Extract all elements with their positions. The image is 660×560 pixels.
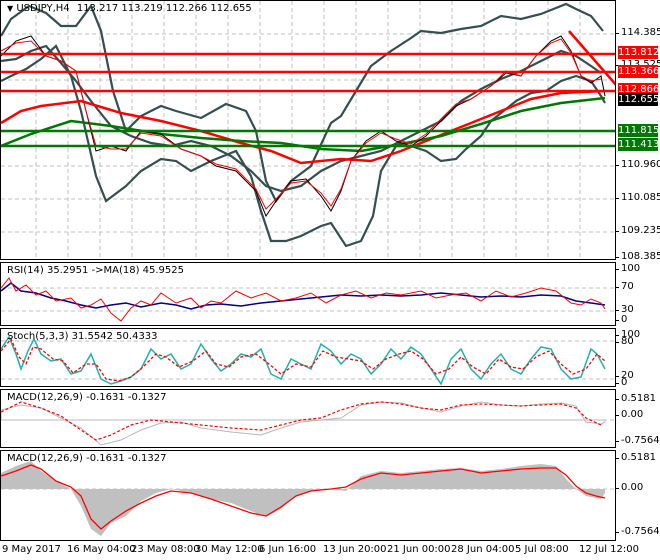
time-tick: 16 May 04:00 <box>67 544 136 555</box>
time-tick: 9 May 2017 <box>2 544 61 555</box>
resistance-trendline <box>568 30 615 86</box>
macd1-tick: 0.00 <box>615 409 644 420</box>
time-tick: 21 Jun 00:00 <box>387 544 451 555</box>
stoch-tick: 100 <box>615 329 641 340</box>
macd2-canvas <box>1 461 615 536</box>
macd2-tick: 0.5181 <box>616 452 656 463</box>
macd2-tick: 0.00 <box>615 482 644 493</box>
red-moving-average <box>1 89 606 165</box>
macd1-axis[interactable]: 0.5181 0.00 -0.7564 <box>615 389 660 448</box>
level-tag-111815: 111.815 <box>618 124 660 137</box>
stochastic-canvas <box>1 335 615 386</box>
triangle-down-icon[interactable]: ▼ <box>7 4 14 13</box>
stochastic-pane[interactable]: Stoch(5,3,3) 31.5542 50.4333 <box>0 328 616 387</box>
macd-pane-1[interactable]: MACD(12,26,9) -0.1631 -0.1327 <box>0 389 616 448</box>
stoch-axis[interactable]: 100 80 20 0 <box>615 328 660 388</box>
rsi-tick: 0 <box>615 314 628 325</box>
stoch-signal-line <box>1 337 606 382</box>
level-tag-111413: 111.413 <box>618 138 660 151</box>
stoch-title: Stoch(5,3,3) 31.5542 50.4333 <box>7 331 158 342</box>
time-tick: 28 Jun 04:00 <box>451 544 515 555</box>
time-tick: 13 Jun 20:00 <box>323 544 387 555</box>
stoch-tick: 20 <box>616 370 634 381</box>
price-tick: 108.385 <box>615 251 660 263</box>
price-bars <box>1 35 606 218</box>
price-axis[interactable]: 114.385 113.525 110.960 110.085 109.235 … <box>615 0 660 263</box>
time-tick: 6 Jun 16:00 <box>259 544 317 555</box>
price-tick: 113.525 <box>615 59 660 71</box>
macd1-tick: -0.7564 <box>616 435 660 446</box>
rsi-tick: 100 <box>615 263 641 274</box>
price-tick: 110.085 <box>615 192 660 204</box>
time-tick: 5 Jul 08:00 <box>515 544 569 555</box>
level-tag-113812: 113.812 <box>618 46 660 59</box>
macd1-tick: 0.5181 <box>616 393 656 404</box>
main-chart-canvas <box>1 1 615 259</box>
rsi-ma-line <box>1 282 606 310</box>
macd2-axis[interactable]: 0.5181 0.00 -0.7564 <box>615 450 660 541</box>
chart-title: ▼ USDJPY,H4 113.217 113.219 112.266 112.… <box>7 3 252 14</box>
ohlc-values: 113.217 113.219 112.266 112.655 <box>76 3 252 14</box>
stoch-tick: 0 <box>615 377 628 388</box>
rsi-title: RSI(14) 35.2951 ->MA(18) 45.9525 <box>7 265 184 276</box>
macd2-signal-line <box>1 464 606 530</box>
level-tag-112866: 112.866 <box>618 83 660 96</box>
symbol-title: USDJPY,H4 <box>16 3 70 14</box>
macd-pane-2[interactable]: MACD(12,26,9) -0.1631 -0.1327 <box>0 450 616 541</box>
rsi-canvas <box>1 277 615 322</box>
time-tick: 23 May 08:00 <box>131 544 200 555</box>
level-tag-113366: 113.366 <box>618 65 660 78</box>
rsi-pane[interactable]: RSI(14) 35.2951 ->MA(18) 45.9525 <box>0 262 616 326</box>
main-price-pane[interactable]: ▼ USDJPY,H4 113.217 113.219 112.266 112.… <box>0 0 616 260</box>
macd1-histogram <box>1 401 606 446</box>
macd2-histogram <box>1 461 605 536</box>
price-tick: 110.960 <box>615 159 660 171</box>
macd1-canvas <box>1 401 615 446</box>
stoch-tick: 80 <box>616 336 634 347</box>
rsi-tick: 70 <box>616 281 634 292</box>
macd2-title: MACD(12,26,9) -0.1631 -0.1327 <box>7 453 167 464</box>
rsi-line <box>1 277 606 322</box>
price-tick: 114.385 <box>615 27 660 39</box>
bollinger-bands <box>1 2 606 248</box>
time-tick: 12 Jul 12:00 <box>579 544 639 555</box>
macd1-title: MACD(12,26,9) -0.1631 -0.1327 <box>7 392 167 403</box>
rsi-axis[interactable]: 100 70 30 0 <box>615 262 660 326</box>
current-price-tag: 112.655 <box>618 93 660 106</box>
stoch-main-line <box>1 335 606 386</box>
macd1-signal-line <box>1 401 602 441</box>
rsi-tick: 30 <box>616 304 634 315</box>
time-tick: 30 May 12:00 <box>195 544 264 555</box>
macd2-tick: -0.7564 <box>616 526 660 537</box>
time-axis[interactable]: 9 May 2017 16 May 04:00 23 May 08:00 30 … <box>0 540 660 560</box>
price-tick: 109.235 <box>615 225 660 237</box>
